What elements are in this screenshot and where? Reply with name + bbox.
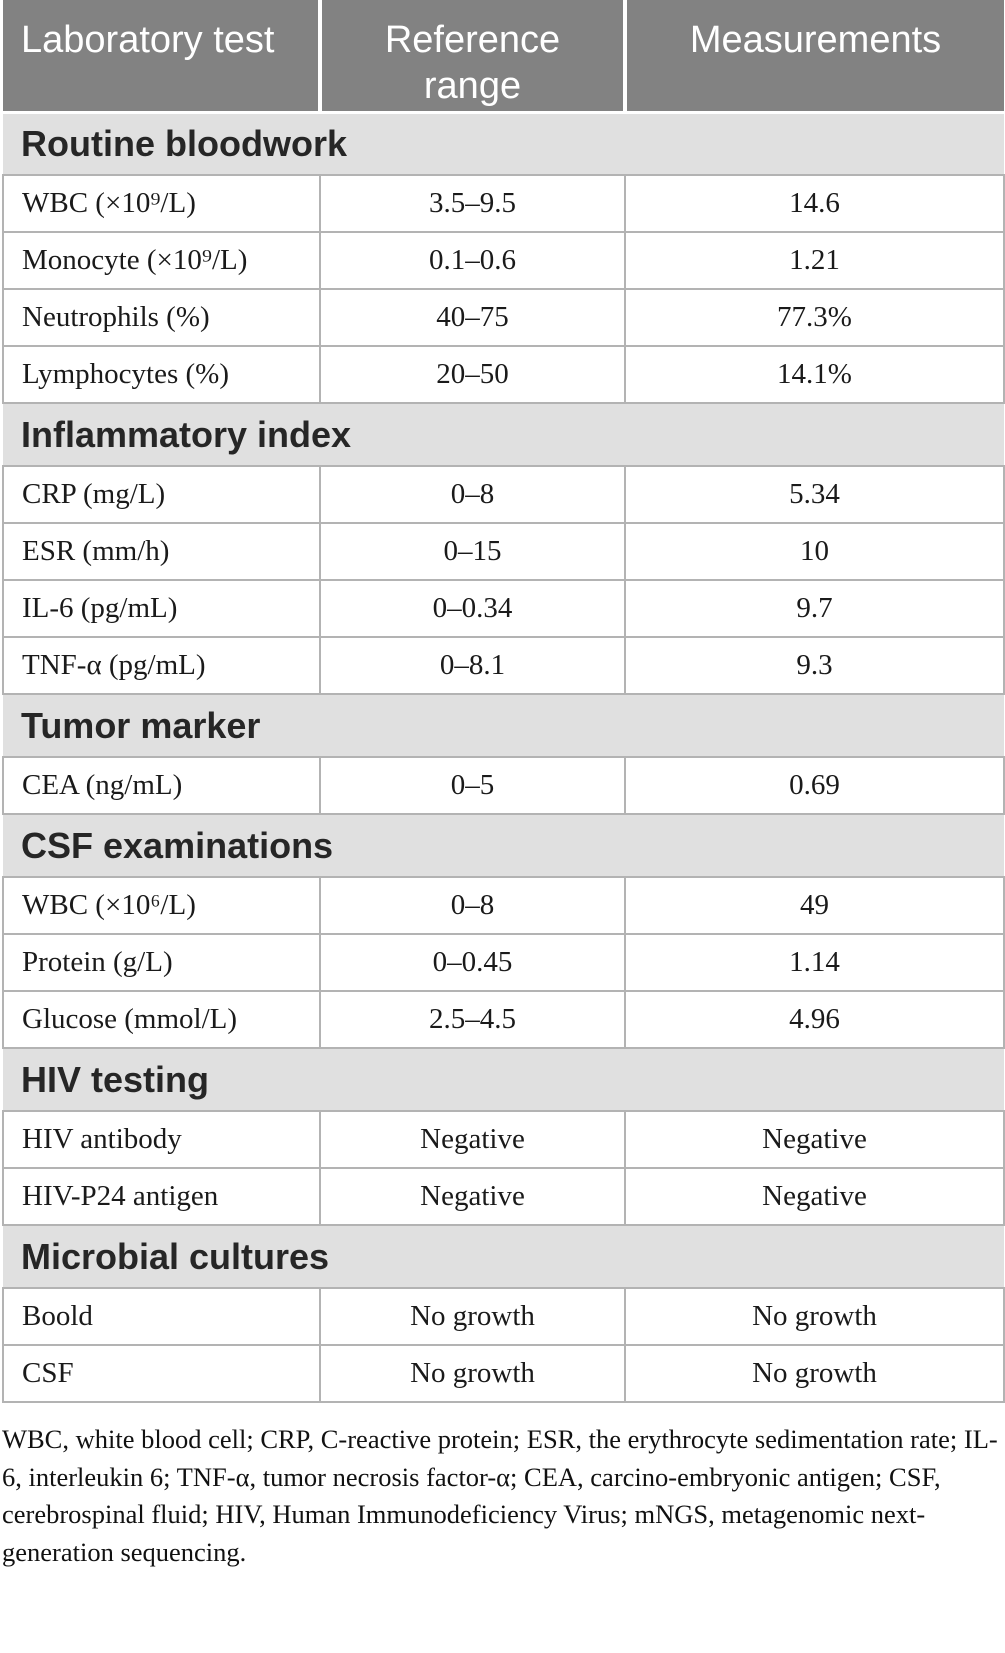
table-row: CSF No growth No growth xyxy=(2,1344,1005,1404)
section-title: HIV testing xyxy=(3,1047,1004,1113)
section-title: Inflammatory index xyxy=(3,402,1004,468)
table-footnote: WBC, white blood cell; CRP, C-reactive p… xyxy=(2,1424,998,1568)
section-title: Tumor marker xyxy=(3,693,1004,759)
measurement-cell: 9.7 xyxy=(624,579,1005,639)
table-row: CEA (ng/mL) 0–5 0.69 xyxy=(2,756,1005,816)
test-name-cell: Boold xyxy=(2,1287,321,1347)
table-row: WBC (×10⁶/L) 0–8 49 xyxy=(2,876,1005,936)
table-row: IL-6 (pg/mL) 0–0.34 9.7 xyxy=(2,579,1005,639)
reference-range-cell: 0–8.1 xyxy=(319,636,626,696)
reference-range-cell: 0–0.45 xyxy=(319,933,626,993)
section-row-routine-bloodwork: Routine bloodwork xyxy=(3,111,1004,177)
measurement-cell: 0.69 xyxy=(624,756,1005,816)
measurement-cell: 1.21 xyxy=(624,231,1005,291)
measurement-cell: 14.6 xyxy=(624,174,1005,234)
test-name-cell: Neutrophils (%) xyxy=(2,288,321,348)
section-row-microbial-cultures: Microbial cultures xyxy=(3,1224,1004,1290)
test-name-cell: IL-6 (pg/mL) xyxy=(2,579,321,639)
section-title: CSF examinations xyxy=(3,813,1004,879)
reference-range-cell: 0–0.34 xyxy=(319,579,626,639)
test-name-cell: TNF-α (pg/mL) xyxy=(2,636,321,696)
measurement-cell: 1.14 xyxy=(624,933,1005,993)
test-name-cell: CSF xyxy=(2,1344,321,1404)
reference-range-cell: 40–75 xyxy=(319,288,626,348)
table-row: HIV-P24 antigen Negative Negative xyxy=(2,1167,1005,1227)
reference-range-cell: 3.5–9.5 xyxy=(319,174,626,234)
test-name-cell: Protein (g/L) xyxy=(2,933,321,993)
measurement-cell: 14.1% xyxy=(624,345,1005,405)
table-row: TNF-α (pg/mL) 0–8.1 9.3 xyxy=(2,636,1005,696)
reference-range-cell: 0–15 xyxy=(319,522,626,582)
test-name-cell: CEA (ng/mL) xyxy=(2,756,321,816)
section-row-inflammatory-index: Inflammatory index xyxy=(3,402,1004,468)
measurement-cell: 49 xyxy=(624,876,1005,936)
test-name-cell: HIV-P24 antigen xyxy=(2,1167,321,1227)
reference-range-cell: 0–5 xyxy=(319,756,626,816)
test-name-cell: Glucose (mmol/L) xyxy=(2,990,321,1050)
table-row: ESR (mm/h) 0–15 10 xyxy=(2,522,1005,582)
section-row-tumor-marker: Tumor marker xyxy=(3,693,1004,759)
measurement-cell: 10 xyxy=(624,522,1005,582)
table-header-row: Laboratory test Reference range Measurem… xyxy=(3,0,1004,114)
reference-range-cell: 0–8 xyxy=(319,876,626,936)
measurement-cell: Negative xyxy=(624,1110,1005,1170)
table-row: CRP (mg/L) 0–8 5.34 xyxy=(2,465,1005,525)
measurement-cell: Negative xyxy=(624,1167,1005,1227)
reference-range-cell: No growth xyxy=(319,1344,626,1404)
table-row: Neutrophils (%) 40–75 77.3% xyxy=(2,288,1005,348)
table-row: Glucose (mmol/L) 2.5–4.5 4.96 xyxy=(2,990,1005,1050)
laboratory-results-table: Laboratory test Reference range Measurem… xyxy=(2,0,1005,1404)
section-title: Microbial cultures xyxy=(3,1224,1004,1290)
measurement-cell: No growth xyxy=(624,1287,1005,1347)
test-name-cell: CRP (mg/L) xyxy=(2,465,321,525)
test-name-cell: ESR (mm/h) xyxy=(2,522,321,582)
reference-range-cell: 20–50 xyxy=(319,345,626,405)
test-name-cell: WBC (×10⁶/L) xyxy=(2,876,321,936)
measurement-cell: 4.96 xyxy=(624,990,1005,1050)
test-name-cell: Monocyte (×10⁹/L) xyxy=(2,231,321,291)
reference-range-cell: 0.1–0.6 xyxy=(319,231,626,291)
measurement-cell: 77.3% xyxy=(624,288,1005,348)
test-name-cell: Lymphocytes (%) xyxy=(2,345,321,405)
reference-range-cell: Negative xyxy=(319,1167,626,1227)
section-row-hiv-testing: HIV testing xyxy=(3,1047,1004,1113)
table-row: Lymphocytes (%) 20–50 14.1% xyxy=(2,345,1005,405)
measurement-cell: 5.34 xyxy=(624,465,1005,525)
table-row: WBC (×10⁹/L) 3.5–9.5 14.6 xyxy=(2,174,1005,234)
test-name-cell: WBC (×10⁹/L) xyxy=(2,174,321,234)
column-header-reference-range: Reference range xyxy=(320,0,627,114)
section-row-csf-examinations: CSF examinations xyxy=(3,813,1004,879)
reference-range-cell: Negative xyxy=(319,1110,626,1170)
table-row: Boold No growth No growth xyxy=(2,1287,1005,1347)
section-title: Routine bloodwork xyxy=(3,111,1004,177)
table-header: Laboratory test Reference range Measurem… xyxy=(3,0,1004,114)
table-row: Protein (g/L) 0–0.45 1.14 xyxy=(2,933,1005,993)
reference-range-cell: 0–8 xyxy=(319,465,626,525)
table-row: Monocyte (×10⁹/L) 0.1–0.6 1.21 xyxy=(2,231,1005,291)
column-header-measurements: Measurements xyxy=(625,0,1004,114)
reference-range-cell: 2.5–4.5 xyxy=(319,990,626,1050)
reference-range-cell: No growth xyxy=(319,1287,626,1347)
column-header-laboratory-test: Laboratory test xyxy=(3,0,322,114)
test-name-cell: HIV antibody xyxy=(2,1110,321,1170)
measurement-cell: No growth xyxy=(624,1344,1005,1404)
table-row: HIV antibody Negative Negative xyxy=(2,1110,1005,1170)
measurement-cell: 9.3 xyxy=(624,636,1005,696)
